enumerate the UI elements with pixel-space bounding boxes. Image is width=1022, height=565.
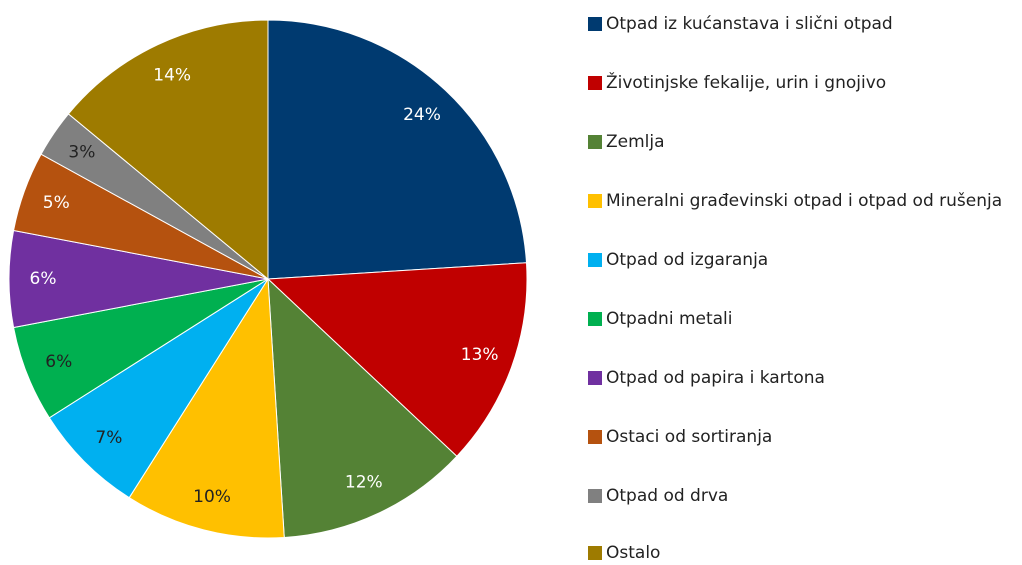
legend-swatch	[588, 253, 602, 267]
legend-label: Mineralni građevinski otpad i otpad od r…	[606, 191, 1003, 211]
legend-item: Zemlja	[588, 130, 1018, 154]
pie-slice	[67, 19, 269, 281]
legend-item: Otpad od drva	[588, 484, 1018, 508]
chart: 24% 13% 12% 10% 7% 6% 6% 5% 3% 14%	[8, 19, 528, 539]
data-label: 13%	[461, 345, 499, 365]
legend-item: Ostalo	[588, 541, 1018, 565]
legend-label: Životinjske fekalije, urin i gnojivo	[606, 73, 887, 93]
legend-label: Zemlja	[606, 132, 665, 152]
legend-swatch	[588, 430, 602, 444]
legend-swatch	[588, 194, 602, 208]
data-label: 24%	[403, 105, 441, 125]
legend-item: Životinjske fekalije, urin i gnojivo	[588, 71, 1018, 95]
data-label: 10%	[193, 487, 231, 507]
legend-swatch	[588, 371, 602, 385]
data-label: 6%	[30, 269, 57, 289]
legend-swatch	[588, 135, 602, 149]
pie-slice	[48, 278, 269, 499]
legend-label: Otpad od drva	[606, 486, 729, 506]
data-label: 3%	[68, 143, 95, 163]
legend-item: Mineralni građevinski otpad i otpad od r…	[588, 189, 1018, 213]
pie-slice	[266, 262, 528, 458]
legend-swatch	[588, 312, 602, 326]
data-label: 14%	[153, 65, 191, 85]
legend-item: Otpad od izgaranja	[588, 248, 1018, 272]
legend-swatch	[588, 76, 602, 90]
pie-slice	[267, 277, 458, 539]
legend-item: Ostaci od sortiranja	[588, 425, 1018, 449]
data-label: 6%	[45, 352, 72, 372]
pie-slice	[128, 277, 285, 539]
data-label: 12%	[345, 473, 383, 493]
legend-label: Otpad iz kućanstava i slični otpad	[606, 14, 893, 34]
data-label: 7%	[95, 428, 122, 448]
legend-label: Otpadni metali	[606, 309, 733, 329]
legend-label: Ostalo	[606, 543, 661, 563]
legend-swatch	[588, 546, 602, 560]
legend-swatch	[588, 489, 602, 503]
legend-label: Otpad od izgaranja	[606, 250, 769, 270]
legend-item: Otpadni metali	[588, 307, 1018, 331]
legend-swatch	[588, 17, 602, 31]
legend-item: Otpad od papira i kartona	[588, 366, 1018, 390]
data-label: 5%	[43, 193, 70, 213]
legend-label: Ostaci od sortiranja	[606, 427, 773, 447]
pie-slice	[267, 19, 528, 280]
legend-label: Otpad od papira i kartona	[606, 368, 825, 388]
legend-item: Otpad iz kućanstava i slični otpad	[588, 12, 1018, 36]
